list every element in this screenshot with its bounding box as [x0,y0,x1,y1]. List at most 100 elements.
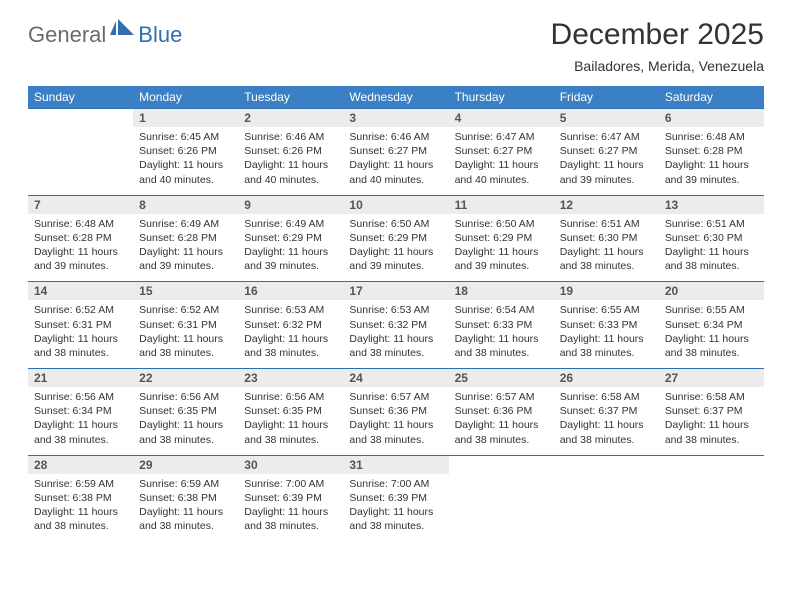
sunset-text: Sunset: 6:37 PM [665,404,758,418]
calendar-day-cell: 11Sunrise: 6:50 AMSunset: 6:29 PMDayligh… [449,195,554,282]
sunrise-text: Sunrise: 6:49 AM [244,217,337,231]
day-details: Sunrise: 6:46 AMSunset: 6:27 PMDaylight:… [343,127,448,195]
sunset-text: Sunset: 6:28 PM [665,144,758,158]
page-header: General Blue December 2025 Bailadores, M… [28,18,764,76]
calendar-day-cell: 9Sunrise: 6:49 AMSunset: 6:29 PMDaylight… [238,195,343,282]
daylight-text: Daylight: 11 hours and 38 minutes. [455,332,548,360]
day-number: 26 [554,369,659,387]
sunset-text: Sunset: 6:26 PM [244,144,337,158]
daylight-text: Daylight: 11 hours and 38 minutes. [455,418,548,446]
day-details: Sunrise: 6:59 AMSunset: 6:38 PMDaylight:… [28,474,133,542]
calendar-week-row: 7Sunrise: 6:48 AMSunset: 6:28 PMDaylight… [28,195,764,282]
sunrise-text: Sunrise: 6:53 AM [244,303,337,317]
calendar-day-cell: 1 Sunrise: 6:45 AMSunset: 6:26 PMDaylight… [133,109,238,196]
calendar-day-cell: 6Sunrise: 6:48 AMSunset: 6:28 PMDaylight… [659,109,764,196]
day-details: Sunrise: 6:48 AMSunset: 6:28 PMDaylight:… [659,127,764,195]
calendar-day-cell: 16Sunrise: 6:53 AMSunset: 6:32 PMDayligh… [238,282,343,369]
sunrise-text: Sunrise: 6:56 AM [139,390,232,404]
sunrise-text: Sunrise: 6:56 AM [34,390,127,404]
calendar-day-cell: 23Sunrise: 6:56 AMSunset: 6:35 PMDayligh… [238,369,343,456]
weekday-header: Friday [554,86,659,109]
logo-sail-icon [110,19,136,44]
day-number: 15 [133,282,238,300]
sunrise-text: Sunrise: 6:52 AM [139,303,232,317]
day-details: Sunrise: 7:00 AMSunset: 6:39 PMDaylight:… [238,474,343,542]
daylight-text: Daylight: 11 hours and 38 minutes. [560,332,653,360]
sunset-text: Sunset: 6:34 PM [34,404,127,418]
daylight-text: Daylight: 11 hours and 38 minutes. [665,245,758,273]
weekday-header: Tuesday [238,86,343,109]
calendar-table: SundayMondayTuesdayWednesdayThursdayFrid… [28,86,764,541]
sunset-text: Sunset: 6:30 PM [665,231,758,245]
day-number: 22 [133,369,238,387]
day-number: 19 [554,282,659,300]
weekday-header: Wednesday [343,86,448,109]
sunset-text: Sunset: 6:28 PM [34,231,127,245]
sunset-text: Sunset: 6:29 PM [244,231,337,245]
day-number: 20 [659,282,764,300]
calendar-day-cell: 24Sunrise: 6:57 AMSunset: 6:36 PMDayligh… [343,369,448,456]
calendar-week-row: 21Sunrise: 6:56 AMSunset: 6:34 PMDayligh… [28,369,764,456]
day-number: 10 [343,196,448,214]
day-details: Sunrise: 6:56 AMSunset: 6:35 PMDaylight:… [238,387,343,455]
day-details: Sunrise: 6:55 AMSunset: 6:33 PMDaylight:… [554,300,659,368]
daylight-text: Daylight: 11 hours and 38 minutes. [139,418,232,446]
sunrise-text: Sunrise: 6:51 AM [665,217,758,231]
calendar-day-cell: 17Sunrise: 6:53 AMSunset: 6:32 PMDayligh… [343,282,448,369]
sunrise-text: Sunrise: 6:55 AM [665,303,758,317]
sunrise-text: Sunrise: 6:48 AM [665,130,758,144]
daylight-text: Daylight: 11 hours and 38 minutes. [349,505,442,533]
day-number: 23 [238,369,343,387]
daylight-text: Daylight: 11 hours and 38 minutes. [665,332,758,360]
day-number: 8 [133,196,238,214]
sunset-text: Sunset: 6:27 PM [349,144,442,158]
day-details: Sunrise: 6:55 AMSunset: 6:34 PMDaylight:… [659,300,764,368]
day-details: Sunrise: 6:50 AMSunset: 6:29 PMDaylight:… [343,214,448,282]
calendar-day-cell: 28Sunrise: 6:59 AMSunset: 6:38 PMDayligh… [28,455,133,541]
calendar-day-cell: 20Sunrise: 6:55 AMSunset: 6:34 PMDayligh… [659,282,764,369]
sunrise-text: Sunrise: 6:56 AM [244,390,337,404]
day-number: 1 [133,109,238,127]
sunrise-text: Sunrise: 7:00 AM [349,477,442,491]
sunset-text: Sunset: 6:29 PM [455,231,548,245]
sunset-text: Sunset: 6:34 PM [665,318,758,332]
day-details: Sunrise: 6:56 AMSunset: 6:35 PMDaylight:… [133,387,238,455]
sunrise-text: Sunrise: 6:45 AM [139,130,232,144]
location-subtitle: Bailadores, Merida, Venezuela [551,58,764,74]
sunset-text: Sunset: 6:33 PM [560,318,653,332]
calendar-day-cell: 12Sunrise: 6:51 AMSunset: 6:30 PMDayligh… [554,195,659,282]
calendar-week-row: 1Sunrise: 6:45 AMSunset: 6:26 PMDaylight… [28,109,764,196]
calendar-day-cell: 21Sunrise: 6:56 AMSunset: 6:34 PMDayligh… [28,369,133,456]
daylight-text: Daylight: 11 hours and 40 minutes. [139,158,232,186]
sunset-text: Sunset: 6:32 PM [349,318,442,332]
day-number: 14 [28,282,133,300]
calendar-day-cell: 13Sunrise: 6:51 AMSunset: 6:30 PMDayligh… [659,195,764,282]
daylight-text: Daylight: 11 hours and 38 minutes. [34,332,127,360]
daylight-text: Daylight: 11 hours and 39 minutes. [560,158,653,186]
day-details: Sunrise: 6:56 AMSunset: 6:34 PMDaylight:… [28,387,133,455]
daylight-text: Daylight: 11 hours and 38 minutes. [244,505,337,533]
daylight-text: Daylight: 11 hours and 40 minutes. [349,158,442,186]
sunrise-text: Sunrise: 6:59 AM [139,477,232,491]
day-number: 24 [343,369,448,387]
sunset-text: Sunset: 6:31 PM [34,318,127,332]
logo-word-blue: Blue [138,22,182,48]
logo-word-general: General [28,22,106,48]
sunset-text: Sunset: 6:35 PM [244,404,337,418]
sunrise-text: Sunrise: 6:47 AM [455,130,548,144]
daylight-text: Daylight: 11 hours and 39 minutes. [139,245,232,273]
daylight-text: Daylight: 11 hours and 38 minutes. [34,418,127,446]
calendar-day-cell: 25Sunrise: 6:57 AMSunset: 6:36 PMDayligh… [449,369,554,456]
day-number: 4 [449,109,554,127]
day-number: 2 [238,109,343,127]
sunset-text: Sunset: 6:26 PM [139,144,232,158]
sunrise-text: Sunrise: 6:52 AM [34,303,127,317]
sunset-text: Sunset: 6:27 PM [455,144,548,158]
sunrise-text: Sunrise: 6:57 AM [455,390,548,404]
daylight-text: Daylight: 11 hours and 38 minutes. [244,332,337,360]
daylight-text: Daylight: 11 hours and 38 minutes. [665,418,758,446]
calendar-day-cell [449,455,554,541]
day-number: 12 [554,196,659,214]
daylight-text: Daylight: 11 hours and 39 minutes. [665,158,758,186]
day-details: Sunrise: 6:57 AMSunset: 6:36 PMDaylight:… [449,387,554,455]
